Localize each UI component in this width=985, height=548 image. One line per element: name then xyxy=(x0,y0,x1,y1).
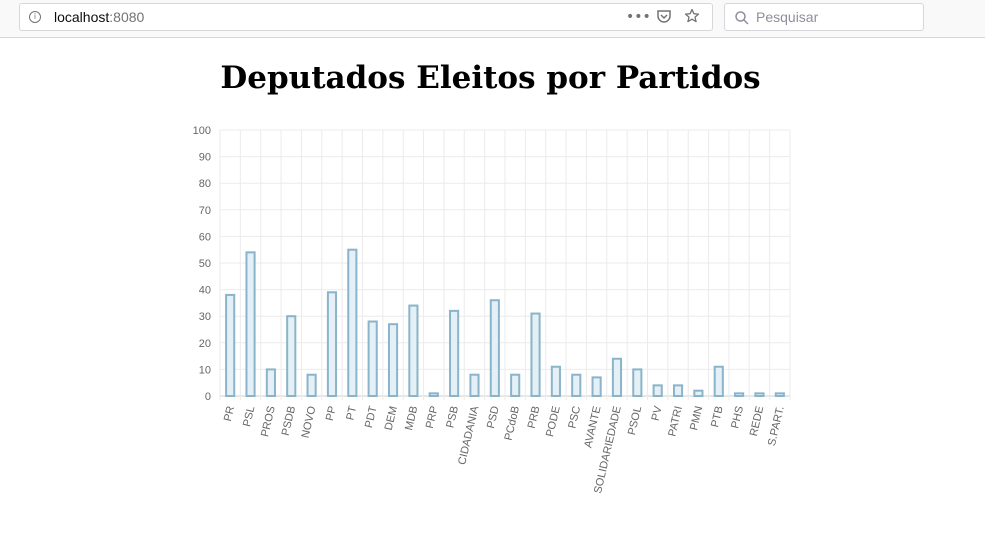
bar-psc[interactable] xyxy=(571,373,582,398)
bar-psd[interactable] xyxy=(489,299,500,398)
y-tick-label: 10 xyxy=(199,364,211,376)
url-host: localhost xyxy=(54,9,110,25)
y-tick-label: 70 xyxy=(199,205,211,217)
search-input[interactable] xyxy=(756,6,916,28)
bar-pmn[interactable] xyxy=(693,389,704,397)
y-tick-label: 20 xyxy=(199,338,211,350)
bar-pt[interactable] xyxy=(347,248,358,397)
y-tick-label: 50 xyxy=(199,258,211,270)
bar-psol[interactable] xyxy=(632,368,643,397)
x-tick-label: PSC xyxy=(566,405,583,430)
bar-chart: 0 10 20 30 40 50 60 70 80 90 100 PR PSL PROS PSDB NOVO P… xyxy=(193,125,791,495)
x-tick-label: PHS xyxy=(729,405,746,430)
x-tick-label: S.PART. xyxy=(766,405,787,447)
bar-psb[interactable] xyxy=(449,309,460,398)
x-tick-label: PRP xyxy=(424,405,441,430)
info-icon[interactable]: i xyxy=(29,11,41,23)
bar-pode[interactable] xyxy=(550,365,561,398)
x-tick-label: PROS xyxy=(259,405,278,438)
y-tick-label: 30 xyxy=(199,311,211,323)
x-tick-label: PODE xyxy=(544,405,563,438)
bar-ptb[interactable] xyxy=(713,365,724,398)
x-tick-label: PV xyxy=(650,404,665,422)
bar-pr[interactable] xyxy=(225,293,236,397)
url-bar[interactable]: i localhost:8080 ••• xyxy=(19,3,713,31)
x-tick-label: PSL xyxy=(241,405,257,428)
pocket-icon[interactable] xyxy=(654,8,674,26)
y-tick-label: 60 xyxy=(199,231,211,243)
bookmark-star-icon[interactable] xyxy=(682,8,702,26)
bar-phs[interactable] xyxy=(734,392,745,397)
bar-psdb[interactable] xyxy=(286,315,297,397)
bar-dem[interactable] xyxy=(387,323,399,397)
bar-prb[interactable] xyxy=(530,312,541,397)
x-tick-label: DEM xyxy=(383,405,400,432)
x-tick-label: PRB xyxy=(526,405,543,430)
search-icon xyxy=(735,11,749,25)
y-tick-label: 40 xyxy=(199,285,211,297)
url-text[interactable]: localhost:8080 xyxy=(54,9,144,25)
bar-rede[interactable] xyxy=(754,392,765,397)
y-tick-label: 100 xyxy=(193,125,211,137)
bar-pdt[interactable] xyxy=(367,320,378,398)
x-tick-label: REDE xyxy=(748,405,767,437)
bar-pcdob[interactable] xyxy=(510,373,521,398)
bar-pp[interactable] xyxy=(326,291,338,397)
bar-patri[interactable] xyxy=(672,384,684,397)
bar-cidadania[interactable] xyxy=(469,373,480,398)
search-bar[interactable] xyxy=(724,3,924,31)
x-tick-label: PTB xyxy=(709,405,726,429)
bar-mdb[interactable] xyxy=(408,304,419,397)
bar-psl[interactable] xyxy=(245,251,256,397)
bar-prp[interactable] xyxy=(428,392,439,397)
y-tick-label: 90 xyxy=(199,152,211,164)
browser-toolbar: i localhost:8080 ••• xyxy=(0,0,985,38)
y-tick-label: 0 xyxy=(205,391,211,403)
x-tick-label: PATRI xyxy=(666,405,685,438)
x-tick-label: AVANTE xyxy=(582,405,603,449)
x-tick-label: PSB xyxy=(444,405,461,429)
x-tick-label: PSDB xyxy=(280,405,298,437)
bar-solidariedade[interactable] xyxy=(611,357,623,397)
x-tick-label: PDT xyxy=(363,405,380,429)
x-tick-label: MDB xyxy=(403,405,420,432)
x-tick-label: PT xyxy=(344,405,359,422)
page-actions: ••• xyxy=(626,8,702,26)
y-tick-label: 80 xyxy=(199,178,211,190)
x-tick-label: CIDADANIA xyxy=(456,404,481,466)
x-tick-label: PP xyxy=(324,405,339,422)
x-tick-label: PCdoB xyxy=(503,405,523,442)
url-port: :8080 xyxy=(109,9,145,25)
page-title: Deputados Eleitos por Partidos xyxy=(220,60,761,96)
x-tick-label: PMN xyxy=(688,405,705,432)
x-tick-label: PR xyxy=(222,405,237,423)
bar-avante[interactable] xyxy=(591,376,602,398)
bar-pros[interactable] xyxy=(265,368,276,397)
x-tick-label: PSD xyxy=(485,405,502,430)
x-tick-label: PSOL xyxy=(626,405,644,436)
bar-novo[interactable] xyxy=(306,373,317,398)
more-actions-icon[interactable]: ••• xyxy=(626,9,651,25)
bar-pv[interactable] xyxy=(652,384,663,397)
x-tick-label: NOVO xyxy=(300,405,319,440)
bar-s-part-[interactable] xyxy=(774,392,785,397)
